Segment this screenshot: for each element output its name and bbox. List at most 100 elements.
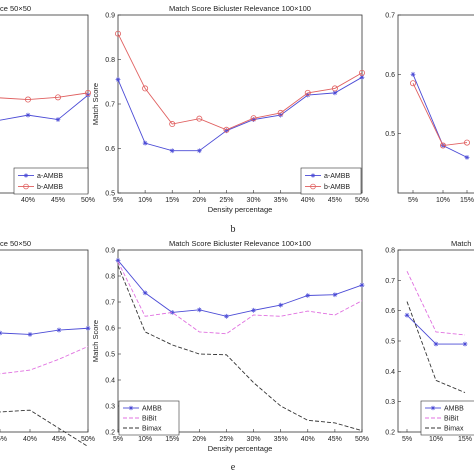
x-tick-label: 5%	[402, 436, 412, 443]
series-line-Bimax	[0, 409, 89, 447]
x-tick-label: 50%	[81, 197, 95, 204]
data-point	[251, 307, 256, 313]
legend-marker	[310, 173, 316, 178]
y-tick-label: 0.9	[105, 13, 115, 20]
y-tick-label: 0.9	[105, 248, 115, 255]
y-tick-label: 0.5	[385, 339, 395, 346]
x-tick-label: 10%	[429, 436, 443, 443]
plot-frame	[0, 14, 89, 194]
y-tick-label: 0.4	[105, 378, 115, 385]
x-tick-label: 10%	[138, 197, 152, 204]
data-point	[169, 121, 176, 128]
series-line-b-AMBB	[0, 92, 89, 101]
data-point	[115, 30, 122, 37]
series-line-b-AMBB	[117, 33, 363, 131]
y-axis-label: Match Score	[91, 83, 100, 125]
data-point	[169, 148, 175, 154]
legend-label: b-AMBB	[37, 184, 63, 191]
y-tick-label: 0.7	[105, 300, 115, 307]
data-point	[196, 307, 202, 313]
y-tick-label: 0.3	[105, 404, 115, 411]
data-point	[223, 126, 230, 133]
x-tick-label: 15%	[165, 436, 179, 443]
legend-label: a-AMBB	[324, 173, 350, 180]
legend-label: b-AMBB	[324, 184, 350, 191]
x-tick-label: 45%	[51, 197, 65, 204]
y-tick-label: 0.3	[385, 399, 395, 406]
data-point	[463, 139, 470, 146]
legend-label: AMBB	[444, 406, 464, 413]
data-point	[358, 69, 365, 76]
legend-marker	[310, 183, 316, 190]
x-tick-label: 40%	[301, 197, 315, 204]
series-line-BiBit	[117, 261, 363, 335]
legend-label: a-AMBB	[37, 173, 63, 180]
data-point	[409, 80, 416, 87]
legend-label: BiBit	[444, 416, 458, 423]
legend-marker	[430, 405, 436, 411]
chart-title: Match	[451, 239, 471, 248]
x-tick-label: 15%	[458, 436, 472, 443]
data-point	[277, 109, 284, 116]
x-tick-label: 40%	[301, 436, 315, 443]
legend-marker	[23, 173, 29, 178]
x-tick-label: 30%	[247, 436, 261, 443]
plot-frame	[397, 14, 474, 194]
data-point	[196, 148, 202, 154]
x-tick-label: 15%	[460, 197, 474, 204]
data-point	[224, 313, 229, 319]
y-tick-label: 0.7	[105, 102, 115, 109]
y-tick-label: 0.6	[105, 326, 115, 333]
data-point	[439, 142, 446, 149]
data-point	[305, 293, 311, 298]
x-tick-label: 20%	[192, 436, 206, 443]
x-tick-label: 5%	[113, 436, 123, 443]
series-line-1	[412, 83, 468, 147]
x-tick-label: 5%	[113, 197, 123, 204]
x-tick-label: 35%	[0, 436, 7, 443]
data-point	[332, 292, 338, 298]
y-tick-label: 0.2	[385, 430, 395, 437]
data-point	[278, 302, 284, 308]
series-line-Bimax	[406, 301, 466, 393]
x-tick-label: 20%	[192, 197, 206, 204]
y-tick-label: 0.5	[385, 131, 395, 138]
data-point	[142, 290, 148, 296]
y-tick-label: 0.7	[385, 278, 395, 285]
panel-letter-top: b	[231, 224, 236, 235]
x-tick-label: 35%	[274, 436, 288, 443]
chart-top-mid: 0.5 0.6 0.7 0.8 0.9 5% 10% 15% 20% 25% 30% 35% 40% 45…	[91, 4, 369, 214]
plot-frame	[117, 14, 363, 194]
data-point	[404, 312, 410, 318]
data-point	[359, 282, 365, 288]
y-tick-label: 0.8	[105, 274, 115, 281]
legend-label: Bimax	[444, 426, 464, 433]
series-line-AMBB	[117, 260, 363, 317]
data-point	[304, 89, 311, 96]
series-line-BiBit	[0, 346, 89, 375]
legend-label: Bimax	[142, 426, 162, 433]
chart-title: ce 50×50	[0, 4, 31, 13]
chart-top-right: 0.5 0.6 0.7 5% 10% 15%	[385, 13, 474, 204]
legend-marker	[23, 183, 29, 190]
data-point	[410, 71, 416, 77]
x-tick-label: 30%	[247, 197, 261, 204]
y-tick-label: 0.6	[385, 72, 395, 79]
data-point	[196, 115, 203, 122]
x-tick-label: 45%	[328, 436, 342, 443]
chart-bottom-right: 0.2 0.3 0.4 0.5 0.6 0.7 0.8 5% 10% 15% Match AMBB Bi…	[385, 239, 474, 443]
data-point	[27, 332, 33, 337]
y-tick-label: 0.6	[105, 146, 115, 153]
chart-bottom-mid: 0.2 0.3 0.4 0.5 0.6 0.7 0.8 0.9 5% 10% 15% 20% 25% 30…	[91, 239, 369, 453]
data-point	[85, 89, 92, 96]
data-point	[332, 90, 338, 96]
chart-bottom-left: 0%35%40%45%50%ce 50×50	[0, 239, 95, 447]
y-tick-label: 0.2	[105, 430, 115, 437]
data-point	[85, 325, 91, 331]
y-tick-label: 0.8	[385, 248, 395, 255]
x-axis-label: Density percentage	[208, 205, 273, 214]
y-tick-label: 0.8	[105, 57, 115, 64]
legend-marker	[128, 405, 134, 411]
y-tick-label: 0.4	[385, 369, 395, 376]
